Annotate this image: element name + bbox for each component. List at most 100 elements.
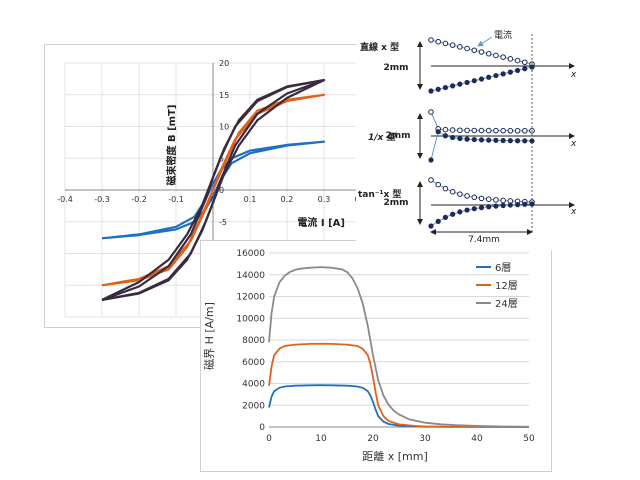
diagram-conductor-out: [514, 57, 521, 64]
x-axis-label-1: x: [570, 70, 577, 80]
diagram-conductor-in: [507, 138, 513, 144]
hysteresis-series: [101, 79, 326, 301]
diagram-conductor-in: [428, 223, 434, 229]
hysteresis-x-tick-label: 0.1: [244, 195, 257, 204]
diagram-conductor-out: [442, 126, 449, 133]
diagram-conductor-out: [493, 127, 499, 134]
hysteresis-x-tick-label: -0.2: [131, 195, 147, 204]
diagram-conductor-in: [529, 138, 535, 144]
inverse-type-label: 1/x 型: [368, 132, 397, 143]
diagram-conductor-out: [457, 44, 463, 50]
diagram-conductor-out: [428, 37, 434, 43]
diagram-conductor-in: [493, 203, 499, 209]
diagram-conductor-out: [507, 56, 514, 62]
arctan-type-label: tan⁻¹x 型: [358, 188, 401, 200]
diagram-conductor-out: [471, 47, 478, 54]
diagram-conductor-out: [457, 191, 463, 197]
diagram-conductor-in: [442, 133, 449, 139]
hysteresis-y-tick-label: -5: [219, 218, 227, 227]
field-series-line-3: [268, 266, 530, 428]
field-y-tick-label: 8000: [242, 336, 265, 346]
diagram-conductor-out: [449, 42, 456, 48]
diagram-conductor-in: [435, 129, 441, 135]
diagram-conductor-out: [478, 195, 485, 202]
hysteresis-x-tick-label: -0.1: [168, 195, 184, 204]
diagram-conductor-in: [435, 86, 441, 92]
diagram-conductor-in: [522, 201, 528, 207]
field-y-tick-label: 12000: [236, 293, 265, 303]
field-legend-label: 6層: [495, 262, 511, 274]
diagram-conductor-out: [464, 127, 470, 134]
diagram-conductor-in: [442, 84, 449, 91]
diagram-conductor-in: [457, 81, 463, 87]
current-arrow: [477, 36, 493, 47]
field-x-axis-label: 距離 x [mm]: [362, 449, 428, 463]
diagram-conductor-out: [442, 40, 449, 47]
diagram-conductor-in: [464, 207, 470, 213]
field-y-tick-label: 14000: [236, 271, 265, 281]
field-legend-label: 12層: [495, 280, 518, 292]
diagram-conductor-out: [485, 196, 492, 203]
diagram-conductor-in: [478, 76, 485, 82]
hysteresis-x-tick-label: 0: [210, 195, 215, 204]
field-tick-labels: 0 2000 4000 6000 8000 10000 12000 14000 16000 0 10…: [236, 249, 535, 444]
hysteresis-y-tick-label: 0: [219, 186, 224, 195]
x-axis-label-2: x: [570, 139, 577, 149]
diagram-conductor-in: [478, 205, 485, 211]
hysteresis-y-tick-label: 5: [219, 154, 224, 163]
hysteresis-y-tick-label: 15: [219, 91, 229, 100]
diagram-conductor-in: [464, 136, 470, 142]
diagram-conductor-in: [514, 202, 521, 208]
diagram-conductor-out: [493, 52, 499, 59]
hysteresis-x-tick-label: -0.4: [57, 195, 73, 204]
length-label: 7.4mm: [468, 235, 500, 245]
field-grid: [269, 252, 529, 428]
field-x-tick-label: 50: [523, 434, 535, 444]
field-series-line-2: [268, 342, 529, 428]
field-chart: 0 2000 4000 6000 8000 10000 12000 14000 16000 0 10…: [203, 249, 535, 463]
diagram-conductor-in: [450, 83, 456, 89]
gap-label-arctan: 2mm: [383, 198, 408, 208]
diagram-conductor-out: [435, 38, 442, 45]
diagram-conductor-out: [478, 49, 485, 55]
field-x-tick-label: 40: [471, 434, 483, 444]
field-chart-panel: 0 2000 4000 6000 8000 10000 12000 14000 16000 0 10…: [200, 240, 552, 472]
hysteresis-x-tick-label: 0.3: [318, 195, 331, 204]
hysteresis-y-tick-label: 20: [219, 59, 229, 68]
diagram-conductor-out: [442, 185, 449, 192]
field-y-tick-label: 4000: [242, 380, 265, 390]
diagram-conductor-out: [428, 109, 434, 115]
diagram-conductor-out: [449, 188, 456, 195]
diagram-conductor-in: [522, 138, 528, 144]
diagram-conductor-in: [457, 135, 463, 142]
diagram-conductor-in: [507, 69, 513, 75]
diagram-conductor-in: [464, 79, 470, 86]
diagram-conductor-out: [500, 54, 506, 60]
diagram-conductor-in: [435, 218, 441, 224]
diagram-conductor-out: [428, 177, 434, 183]
field-y-tick-label: 16000: [236, 249, 265, 259]
diagram-conductor-out: [435, 181, 442, 188]
field-series: [268, 266, 530, 428]
field-x-tick-label: 30: [419, 434, 431, 444]
diagram-conductor-out: [507, 127, 514, 134]
hysteresis-y-axis-label: 磁束密度 B [mT]: [165, 105, 178, 186]
diagram-conductor-in: [428, 88, 434, 94]
field-x-tick-label: 10: [315, 434, 327, 444]
diagram-conductor-in: [493, 72, 499, 79]
diagram-conductor-out: [457, 127, 463, 134]
diagram-conductor-out: [493, 197, 499, 203]
diagram-conductor-in: [471, 136, 477, 143]
coil-diagram: 直線 x 型 1/x 型 tan⁻¹x 型 電流 2mm 2mm 2mm 7.4…: [358, 29, 577, 245]
hysteresis-x-tick-label: 0.2: [281, 195, 294, 204]
diagram-rows: [417, 34, 575, 235]
diagram-conductor-in: [486, 74, 492, 80]
field-y-tick-label: 6000: [242, 358, 265, 368]
hysteresis-series-line-2: [101, 93, 326, 287]
diagram-conductor-out: [471, 127, 478, 134]
field-legend: 6層 12層 24層: [476, 262, 518, 310]
diagram-conductor-in: [450, 211, 456, 217]
hysteresis-x-tick-label: -0.3: [94, 195, 110, 204]
diagram-conductor-in: [442, 214, 449, 220]
diagram-conductor-in: [478, 137, 485, 143]
